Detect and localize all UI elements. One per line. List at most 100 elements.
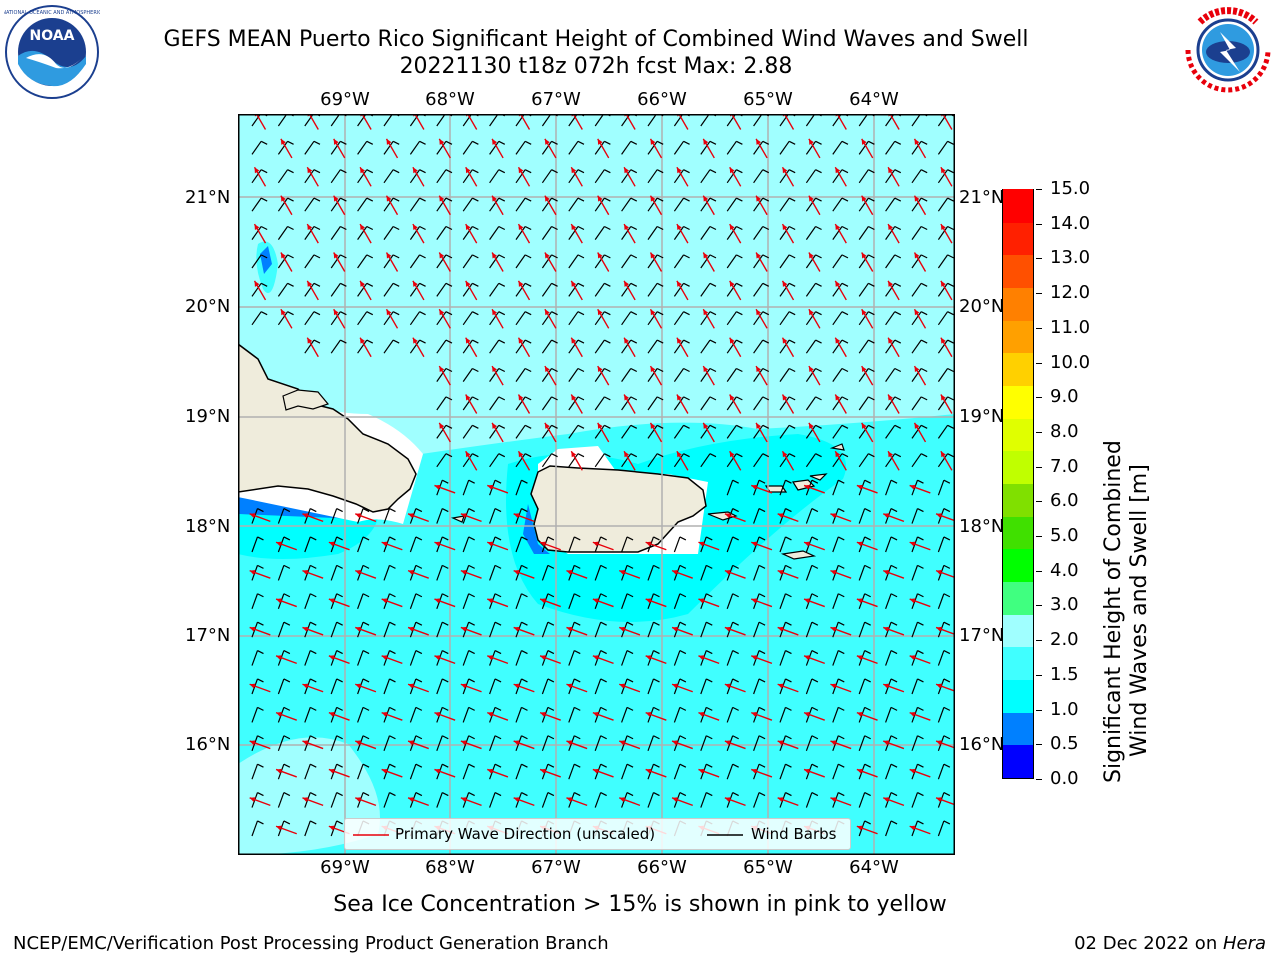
wind-barb [673, 197, 690, 212]
wind-barb [568, 254, 585, 269]
wave-direction-arrow [781, 280, 795, 301]
wind-barb [726, 254, 743, 269]
wave-direction-arrow [940, 166, 953, 187]
wind-barb [726, 763, 739, 780]
wave-direction-arrow [729, 450, 742, 471]
wind-barb [726, 339, 743, 354]
wave-direction-arrow [777, 797, 799, 807]
wind-barb [594, 282, 611, 297]
wind-barb [885, 254, 902, 269]
wind-barb [647, 169, 664, 184]
wind-barb [594, 396, 611, 411]
wave-direction-arrow [887, 337, 900, 358]
wave-direction-arrow [592, 711, 614, 721]
wind-barb [462, 536, 475, 553]
virgin-island [809, 473, 828, 481]
wind-barb [753, 678, 766, 695]
wind-barb [753, 140, 770, 155]
wave-direction-arrow [676, 223, 689, 244]
wind-barb [541, 735, 555, 752]
wind-barb [805, 225, 822, 240]
wind-barb [700, 282, 717, 297]
map-canvas [238, 114, 955, 855]
wind-barb [700, 621, 713, 638]
wind-barb [753, 424, 770, 439]
wave-direction-arrow [913, 138, 927, 159]
lon-label-bottom: 66°W [637, 857, 687, 878]
wave-direction-arrow [438, 138, 451, 159]
wind-barb [700, 197, 717, 212]
colorbar-tick-label: 1.0 [1050, 698, 1079, 720]
wind-barb [621, 169, 638, 184]
wind-barb [462, 339, 479, 354]
wave-direction-arrow [676, 166, 689, 187]
wind-barb [753, 508, 766, 524]
wave-direction-arrow [913, 252, 927, 272]
wind-barb [647, 453, 664, 468]
wind-barb [436, 311, 453, 326]
wind-barb [937, 396, 954, 411]
colorbar-tick-mark [1036, 640, 1042, 642]
wave-direction-arrow [729, 223, 742, 244]
wind-barb [911, 197, 928, 212]
wind-barb [568, 424, 585, 439]
wind-barb [436, 140, 453, 155]
wave-direction-arrow [434, 598, 456, 608]
wave-direction-arrow [302, 740, 324, 750]
wind-barb [647, 225, 664, 240]
wave-direction-arrow [487, 598, 509, 608]
wind-barb [753, 282, 770, 297]
wind-barb [541, 254, 558, 269]
wave-direction-arrow [913, 195, 927, 216]
colorbar-segment [1003, 515, 1033, 550]
wave-direction-arrow [513, 797, 535, 807]
wind-barb [515, 140, 532, 155]
wave-direction-arrow [935, 513, 954, 522]
wind-barb [330, 564, 343, 581]
wind-barb [541, 169, 558, 184]
wind-barb [753, 792, 766, 808]
wave-direction-arrow [407, 513, 429, 523]
wind-barb [885, 169, 902, 184]
wind-barb [779, 479, 792, 496]
wind-barb [832, 225, 849, 240]
wind-barb [726, 367, 743, 382]
wind-barb [568, 706, 581, 723]
wind-barb [568, 367, 585, 382]
wave-direction-arrow [306, 280, 319, 301]
wind-barb [462, 169, 479, 184]
wind-barb [409, 197, 426, 212]
wave-direction-arrow [249, 740, 271, 750]
wave-direction-arrow [566, 740, 588, 750]
wave-direction-arrow [539, 598, 561, 608]
wave-direction-arrow [407, 683, 429, 693]
wind-barb [357, 140, 374, 155]
wind-barb [832, 254, 849, 269]
mona-island [450, 515, 465, 523]
wave-direction-arrow [280, 195, 293, 216]
wave-direction-arrow [645, 655, 667, 665]
wind-barb [911, 311, 928, 326]
wave-direction-arrow [275, 711, 297, 721]
wind-barb [885, 424, 902, 439]
wind-barb [647, 254, 664, 269]
colorbar-tick-label: 1.5 [1050, 663, 1079, 685]
wind-barb [673, 311, 690, 326]
wind-barb [515, 339, 532, 354]
wave-direction-arrow [671, 797, 693, 807]
wind-barb [779, 339, 796, 354]
wave-direction-arrow [909, 598, 931, 608]
wind-barb [858, 339, 875, 354]
wave-direction-arrow [623, 166, 636, 187]
wind-barb [541, 197, 558, 212]
colorbar-tick-label: 10.0 [1050, 351, 1091, 373]
wave-direction-arrow [830, 683, 852, 693]
wave-direction-arrow [830, 626, 852, 636]
wind-barb [726, 706, 739, 723]
colorbar-tick-mark [1036, 189, 1042, 190]
wave-direction-arrow [306, 223, 319, 244]
wind-barb [489, 621, 502, 638]
colorbar-tick-label: 3.0 [1050, 594, 1079, 616]
wave-direction-arrow [619, 569, 641, 579]
wave-direction-arrow [883, 626, 905, 636]
